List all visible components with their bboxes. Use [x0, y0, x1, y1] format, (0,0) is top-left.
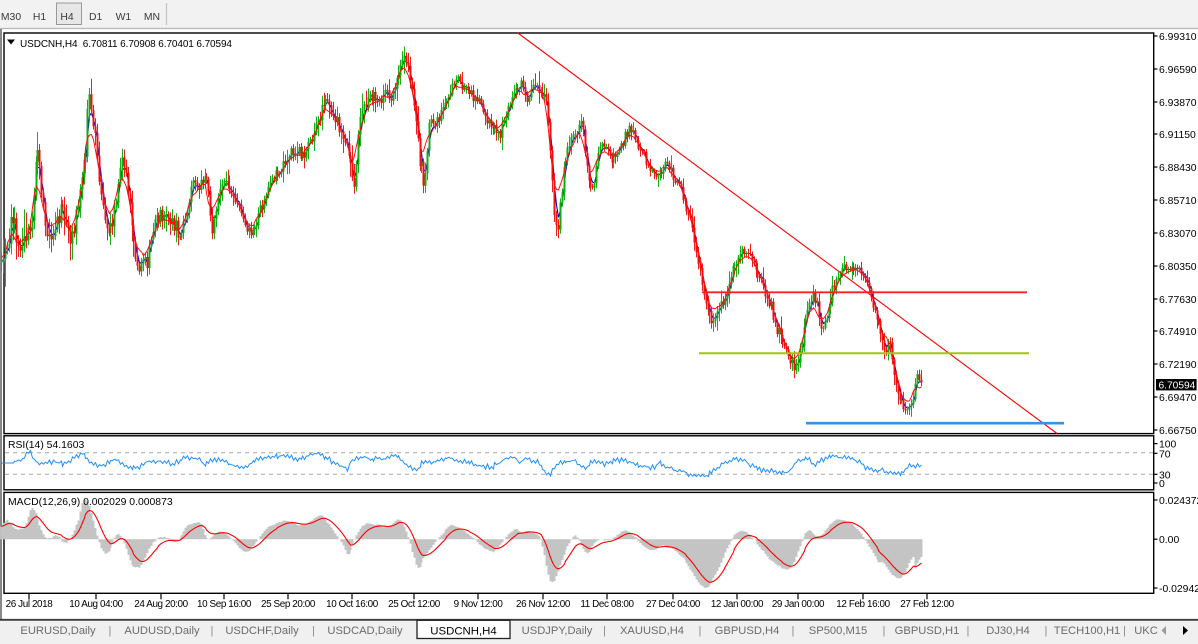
- svg-text:-0.029423: -0.029423: [1159, 584, 1198, 595]
- svg-text:100: 100: [1159, 440, 1177, 451]
- svg-text:0.00: 0.00: [1159, 535, 1179, 546]
- svg-text:25 Oct 12:00: 25 Oct 12:00: [388, 599, 441, 610]
- svg-text:|: |: [1045, 625, 1048, 637]
- svg-text:6.88430: 6.88430: [1159, 163, 1197, 174]
- svg-text:10 Sep 16:00: 10 Sep 16:00: [197, 599, 252, 610]
- svg-text:30: 30: [1159, 470, 1171, 481]
- svg-text:|: |: [211, 625, 214, 637]
- svg-text:6.80350: 6.80350: [1159, 262, 1197, 273]
- svg-text:6.72190: 6.72190: [1159, 360, 1197, 371]
- svg-text:9 Nov 12:00: 9 Nov 12:00: [454, 599, 504, 610]
- svg-text:26 Jul 2018: 26 Jul 2018: [6, 599, 54, 610]
- svg-text:SP500,M15: SP500,M15: [809, 625, 867, 637]
- svg-text:6.91150: 6.91150: [1159, 130, 1196, 141]
- svg-text:H4: H4: [60, 12, 74, 23]
- svg-text:MN: MN: [144, 12, 160, 23]
- svg-text:25 Sep 20:00: 25 Sep 20:00: [261, 599, 316, 610]
- svg-text:|: |: [967, 625, 970, 637]
- svg-text:GBPUSD,H4: GBPUSD,H4: [715, 625, 780, 637]
- svg-text:0: 0: [1159, 479, 1165, 490]
- svg-text:W1: W1: [116, 12, 132, 23]
- svg-text:6.74910: 6.74910: [1159, 327, 1197, 338]
- svg-text:|: |: [699, 625, 702, 637]
- svg-text:12 Jan 00:00: 12 Jan 00:00: [711, 599, 764, 610]
- svg-text:6.77630: 6.77630: [1159, 295, 1197, 306]
- svg-text:6.83070: 6.83070: [1159, 229, 1197, 240]
- svg-text:XAUUSD,H4: XAUUSD,H4: [620, 625, 684, 637]
- svg-text:MACD(12,26,9) 0.002029 0.00087: MACD(12,26,9) 0.002029 0.000873: [8, 497, 173, 508]
- svg-text:70: 70: [1159, 449, 1171, 460]
- svg-text:6.99310: 6.99310: [1159, 32, 1197, 43]
- svg-text:24 Aug 20:00: 24 Aug 20:00: [134, 599, 188, 610]
- svg-text:DJ30,H4: DJ30,H4: [986, 625, 1030, 637]
- svg-text:|: |: [883, 625, 886, 637]
- svg-text:USDCAD,Daily: USDCAD,Daily: [327, 625, 403, 637]
- svg-text:|: |: [792, 625, 795, 637]
- svg-text:11 Dec 08:00: 11 Dec 08:00: [580, 599, 634, 610]
- svg-text:M30: M30: [1, 12, 21, 23]
- svg-text:26 Nov 12:00: 26 Nov 12:00: [516, 599, 571, 610]
- svg-text:|: |: [109, 625, 112, 637]
- svg-text:USDCHF,Daily: USDCHF,Daily: [225, 625, 299, 637]
- svg-text:27 Feb 12:00: 27 Feb 12:00: [900, 599, 954, 610]
- svg-text:H1: H1: [33, 12, 47, 23]
- svg-text:12 Feb 16:00: 12 Feb 16:00: [836, 599, 890, 610]
- svg-text:USDCNH,H4 6.70811 6.70908 6.7: USDCNH,H4 6.70811 6.70908 6.70401 6.7059…: [20, 39, 232, 50]
- svg-text:6.96590: 6.96590: [1159, 65, 1197, 76]
- svg-text:6.93870: 6.93870: [1159, 98, 1197, 109]
- svg-text:USDJPY,Daily: USDJPY,Daily: [522, 625, 593, 637]
- svg-text:0.024372: 0.024372: [1159, 496, 1198, 507]
- svg-text:UKC: UKC: [1134, 625, 1158, 637]
- svg-text:6.85710: 6.85710: [1159, 196, 1197, 207]
- svg-text:10 Aug 04:00: 10 Aug 04:00: [69, 599, 123, 610]
- svg-text:RSI(14) 54.1603: RSI(14) 54.1603: [8, 440, 84, 451]
- svg-text:D1: D1: [89, 12, 103, 23]
- svg-text:GBPUSD,H1: GBPUSD,H1: [895, 625, 960, 637]
- svg-text:|: |: [603, 625, 606, 637]
- svg-text:6.66750: 6.66750: [1159, 426, 1197, 437]
- svg-text:EURUSD,Daily: EURUSD,Daily: [20, 625, 96, 637]
- svg-text:|: |: [1123, 625, 1126, 637]
- svg-text:6.70594: 6.70594: [1159, 381, 1196, 392]
- svg-text:AUDUSD,Daily: AUDUSD,Daily: [124, 625, 200, 637]
- svg-text:TECH100,H1: TECH100,H1: [1054, 625, 1121, 637]
- svg-text:29 Jan 00:00: 29 Jan 00:00: [772, 599, 825, 610]
- svg-text:27 Dec 04:00: 27 Dec 04:00: [646, 599, 701, 610]
- svg-text:10 Oct 16:00: 10 Oct 16:00: [326, 599, 379, 610]
- svg-text:6.69470: 6.69470: [1159, 393, 1197, 404]
- svg-text:USDCNH,H4: USDCNH,H4: [430, 626, 496, 638]
- svg-text:|: |: [312, 625, 315, 637]
